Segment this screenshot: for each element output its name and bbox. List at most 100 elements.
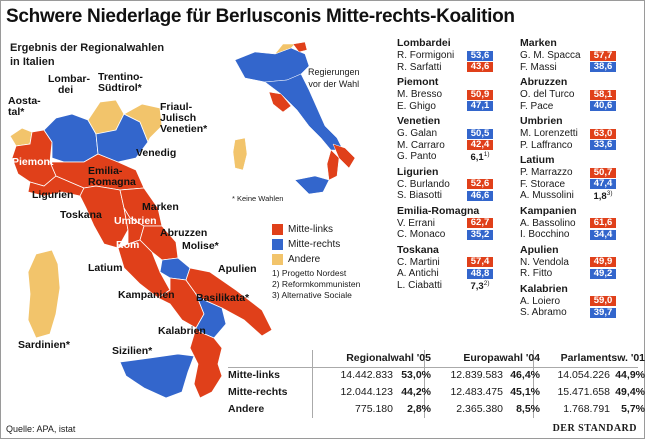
- region-latium: [117, 239, 171, 299]
- candidate-share: 6,11): [470, 151, 490, 164]
- region-result-block: Piemont M. Bresso 50,9 E. Ghigo 47,1: [397, 76, 493, 112]
- footnote: 1) Progetto Nordest: [272, 268, 347, 278]
- publisher-logo: DER STANDARD: [552, 423, 637, 434]
- votes-cell: 12.483.475: [450, 386, 503, 398]
- table-corner: [228, 350, 318, 367]
- candidate-share-badge: 57,7: [590, 50, 616, 61]
- candidate-row: F. Massi 38,6: [520, 62, 616, 74]
- footnote: 3) Alternative Sociale: [272, 290, 352, 300]
- region-result-block: Kampanien A. Bassolino 61,6 I. Bocchino 34,4: [520, 205, 616, 241]
- candidate-share-badge: 43,6: [467, 62, 493, 73]
- legend-label: Andere: [288, 254, 321, 265]
- candidate-share-badge: 40,6: [590, 101, 616, 112]
- region-aosta: [9, 127, 33, 147]
- label-kalabrien: Kalabrien: [158, 325, 206, 337]
- candidate-name: R. Sarfatti: [397, 61, 442, 73]
- candidate-row: S. Abramo 39,7: [520, 307, 616, 319]
- candidate-name: R. Fitto: [520, 268, 553, 279]
- italy-results-map: [9, 99, 273, 399]
- candidate-name: C. Burlando: [397, 178, 450, 190]
- legend-label: Mitte-rechts: [288, 239, 341, 250]
- candidate-row: F. Storace 47,4: [520, 179, 616, 191]
- candidate-row: R. Formigoni 53,6: [397, 50, 493, 62]
- label-emilia: Emilia- Romagna: [88, 165, 136, 188]
- votes-cell: 775.180: [355, 403, 393, 415]
- candidate-row: C. Monaco 35,2: [397, 229, 493, 241]
- candidate-share-badge: 38,6: [590, 62, 616, 73]
- candidate-share-badge: 62,7: [467, 218, 493, 229]
- footnote-marker: 3): [606, 190, 613, 198]
- region-name: Emilia-Romagna: [397, 204, 480, 217]
- region-result-block: Apulien N. Vendola 49,9 R. Fitto 49,2: [520, 244, 616, 280]
- candidate-name: M. Bresso: [397, 89, 443, 100]
- percent-cell: 44,9%: [615, 369, 645, 381]
- candidate-row: C. Martini 57,4: [397, 257, 493, 269]
- candidate-share-badge: 49,9: [590, 257, 616, 268]
- previous-governments-map: [232, 41, 356, 195]
- candidate-row: E. Ghigo 47,1: [397, 101, 493, 113]
- candidate-name: M. Lorenzetti: [520, 128, 578, 139]
- label-molise: Molise*: [182, 240, 219, 252]
- candidate-row: L. Ciabatti 7,32): [397, 279, 493, 293]
- candidate-share-badge: 50,9: [467, 89, 493, 100]
- candidate-row: P. Marrazzo 50,7: [520, 167, 616, 179]
- candidate-row: G. Panto 6,11): [397, 151, 493, 164]
- region-name: Apulien: [520, 243, 559, 256]
- map-subtitle: Ergebnis der Regionalwahlen in Italien: [10, 41, 164, 69]
- subtitle-line-1: Ergebnis der Regionalwahlen: [10, 42, 165, 54]
- region-result-block: Marken G. M. Spacca 57,7 F. Massi 38,6: [520, 37, 616, 73]
- votes-cell: 12.044.123: [340, 386, 393, 398]
- candidate-row: V. Errani 62,7: [397, 218, 493, 230]
- region-name: Piemont: [397, 76, 439, 88]
- table-row: Mitte-links 14.442.833 53,0% 12.839.583 46,4…: [228, 367, 645, 384]
- small-map-caption-line-2: vor der Wahl: [308, 79, 360, 89]
- candidate-row: S. Biasotti 46,6: [397, 190, 493, 202]
- candidate-name: E. Ghigo: [397, 100, 436, 112]
- percent-cell: 46,4%: [510, 369, 540, 381]
- label-sardinien: Sardinien*: [18, 339, 70, 351]
- label-basilikata: Basilikata*: [196, 292, 250, 304]
- column-header: Europawahl '04: [463, 352, 540, 364]
- footnote-marker: 2): [483, 279, 490, 287]
- region-name: Latium: [520, 154, 555, 166]
- legend-label: Mitte-links: [288, 224, 334, 235]
- row-label: Mitte-rechts: [228, 386, 288, 398]
- label-abruzzen: Abruzzen: [160, 227, 208, 239]
- table-divider: [312, 350, 313, 418]
- votes-cell: 2.365.380: [456, 403, 503, 415]
- candidate-row: G. Galan 50,5: [397, 128, 493, 140]
- candidate-share-badge: 49,2: [590, 268, 616, 279]
- label-toskana: Toskana: [60, 209, 102, 221]
- percent-cell: 5,7%: [621, 403, 645, 415]
- region-result-block: Umbrien M. Lorenzetti 63,0 P. Laffranco 33,6: [520, 115, 616, 151]
- candidate-row: N. Vendola 49,9: [520, 257, 616, 269]
- legend-item: Mitte-links: [272, 222, 340, 237]
- candidate-share-badge: 34,4: [590, 229, 616, 240]
- label-apulien: Apulien: [218, 263, 257, 275]
- candidate-name: G. M. Spacca: [520, 50, 581, 61]
- table-row: Andere 775.180 2,8% 2.365.380 8,5% 1.768.791 5…: [228, 401, 645, 418]
- candidate-name: M. Carraro: [397, 139, 445, 151]
- candidate-name: N. Vendola: [520, 256, 569, 268]
- region-result-block: Kalabrien A. Loiero 59,0 S. Abramo 39,7: [520, 283, 616, 319]
- source-note: Quelle: APA, istat: [6, 424, 76, 434]
- candidate-share-badge: 57,4: [467, 257, 493, 268]
- candidate-share-badge: 35,2: [467, 229, 493, 240]
- candidate-name: C. Monaco: [397, 229, 446, 240]
- candidate-row: M. Bresso 50,9: [397, 89, 493, 101]
- votes-cell: 14.054.226: [557, 369, 610, 381]
- region-molise: [159, 257, 191, 281]
- label-venedig: Venedig: [136, 147, 177, 159]
- table-divider: [533, 350, 534, 418]
- label-sizilien: Sizilien*: [112, 345, 153, 357]
- candidate-name: P. Laffranco: [520, 139, 573, 151]
- votes-cell: 14.442.833: [340, 369, 393, 381]
- legend-swatch: [272, 239, 283, 250]
- candidate-row: I. Bocchino 34,4: [520, 229, 616, 241]
- candidate-name: F. Storace: [520, 178, 566, 190]
- candidate-name: S. Biasotti: [397, 190, 443, 201]
- percent-cell: 49,4%: [615, 386, 645, 398]
- candidate-share-badge: 50,5: [467, 128, 493, 139]
- region-name: Kampanien: [520, 204, 577, 217]
- candidate-name: F. Pace: [520, 100, 554, 112]
